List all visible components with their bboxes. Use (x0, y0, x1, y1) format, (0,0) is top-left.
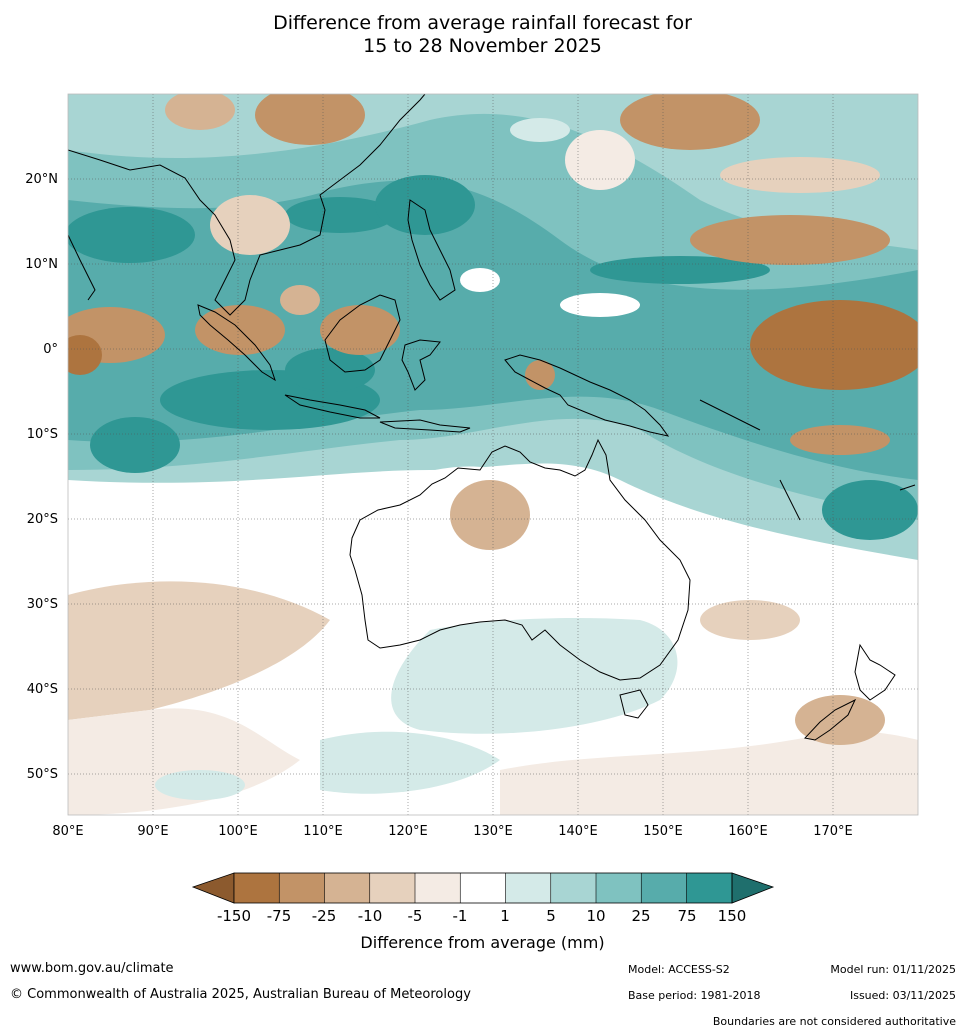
colorbar-tick-label: 10 (586, 907, 606, 925)
sulawesi-coastline (401, 339, 441, 391)
colorbar-tick-label: -10 (357, 907, 383, 925)
lon-label: 100°E (218, 824, 258, 839)
map-title-line-2: 15 to 28 November 2025 (363, 35, 602, 57)
lon-label: 110°E (303, 824, 343, 839)
model-run-date: Model run: 01/11/2025 (830, 963, 956, 976)
colorbar-segment (369, 873, 415, 903)
colorbar-tick-label: -25 (311, 907, 337, 925)
issued-date: Issued: 03/11/2025 (849, 989, 956, 1002)
asia-coastline (68, 94, 426, 316)
lat-label: 10°N (25, 257, 58, 272)
colorbar-segment (234, 873, 280, 903)
lat-label: 20°N (25, 172, 58, 187)
lat-label: 40°S (26, 682, 58, 697)
philippines-coastline (407, 199, 456, 301)
website-link[interactable]: www.bom.gov.au/climate (10, 961, 174, 976)
graticule (68, 94, 918, 815)
lon-label: 130°E (473, 824, 513, 839)
lat-label: 30°S (26, 597, 58, 612)
new-guinea-coastline (504, 354, 670, 437)
disclaimer-text: Boundaries are not considered authoritat… (712, 1015, 956, 1028)
colorbar-segment (596, 873, 642, 903)
australia-coastline (349, 438, 691, 681)
model-name: Model: ACCESS-S2 (628, 963, 730, 976)
colorbar-tick-label: -5 (407, 907, 423, 925)
sumatra-coastline (197, 304, 276, 382)
colorbar-segment (686, 873, 732, 903)
colorbar-title: Difference from average (mm) (360, 933, 605, 952)
borneo-coastline (324, 294, 401, 373)
colorbar-tick-label: 1 (500, 907, 510, 925)
colorbar-extend-high (731, 872, 775, 904)
colorbar-tick-label: 75 (677, 907, 697, 925)
copyright-text: © Commonwealth of Australia 2025, Austra… (10, 987, 471, 1002)
colorbar-tick-label: 5 (546, 907, 556, 925)
colorbar-tick-label: -1 (452, 907, 468, 925)
lon-label: 140°E (558, 824, 598, 839)
lat-label: 50°S (26, 767, 58, 782)
lon-label: 160°E (728, 824, 768, 839)
colorbar-tick-label: 150 (717, 907, 747, 925)
colorbar-segment (460, 873, 506, 903)
colorbar-segment (415, 873, 461, 903)
lat-label: 10°S (26, 427, 58, 442)
base-period: Base period: 1981-2018 (628, 989, 761, 1002)
colorbar-tick-label: -75 (266, 907, 292, 925)
colorbar-segment (641, 873, 687, 903)
colorbar (191, 872, 775, 904)
colorbar-tick-label: 25 (631, 907, 651, 925)
colorbar-segment (550, 873, 596, 903)
lon-label: 90°E (137, 824, 169, 839)
colorbar-segment (324, 873, 370, 903)
lat-label: 0° (43, 342, 58, 357)
colorbar-tick-label: -150 (216, 907, 252, 925)
lon-label: 170°E (813, 824, 853, 839)
lon-label: 80°E (52, 824, 84, 839)
map-frame (67, 93, 919, 816)
lon-label: 120°E (388, 824, 428, 839)
lon-label: 150°E (643, 824, 683, 839)
java-coastline (284, 394, 381, 419)
tasmania-coastline (619, 689, 649, 719)
colorbar-segment (279, 873, 325, 903)
new-zealand-coastline (854, 643, 896, 701)
coastlines (68, 94, 916, 741)
colorbar-extend-low (191, 872, 235, 904)
rainfall-anomaly-field (68, 94, 918, 815)
colorbar-segment (505, 873, 551, 903)
lat-label: 20°S (26, 512, 58, 527)
map-title-line-1: Difference from average rainfall forecas… (273, 12, 692, 34)
